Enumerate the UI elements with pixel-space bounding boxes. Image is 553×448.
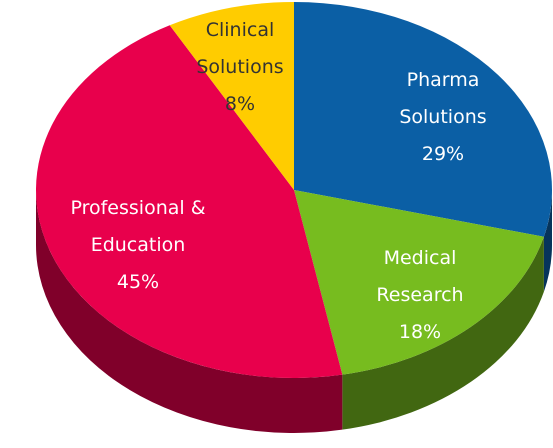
category-label: Professional & Education [70,197,206,256]
category-label: Clinical Solutions [196,19,284,78]
slice-side [36,190,343,434]
slice-side [543,190,552,292]
value-label: 8% [224,93,256,115]
slice [169,2,294,190]
category-label: Pharma Solutions [399,69,487,128]
slice-label: Professional & Education 45% [48,190,228,301]
slice-label: Pharma Solutions 29% [383,62,503,173]
slice-side [342,236,544,430]
value-label: 45% [116,271,160,293]
slice [294,190,544,375]
value-label: 18% [398,321,442,343]
slice [35,25,343,379]
slice-label: Medical Research 18% [355,240,485,351]
slice-label: Clinical Solutions 8% [190,12,290,123]
slice [294,2,552,237]
category-label: Medical Research [376,247,464,306]
value-label: 29% [421,143,465,165]
